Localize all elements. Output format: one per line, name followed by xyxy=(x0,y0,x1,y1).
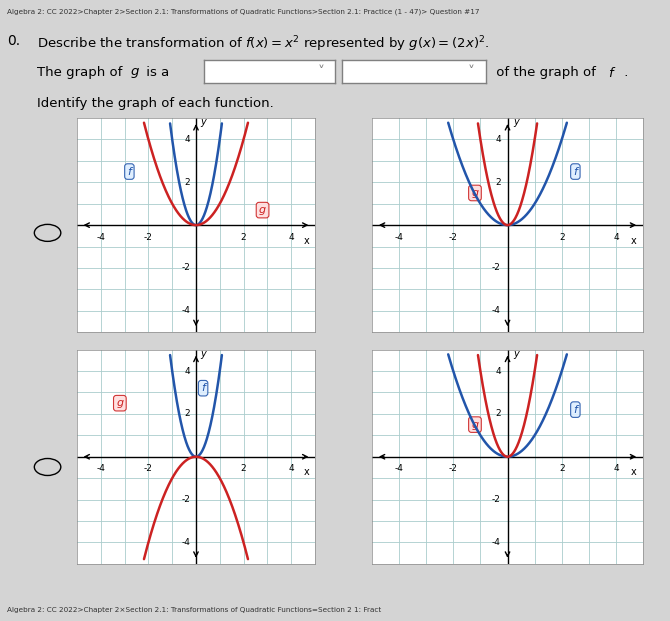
Text: 4: 4 xyxy=(613,233,619,242)
Text: g: g xyxy=(259,205,266,215)
Text: g: g xyxy=(117,398,123,408)
Text: 4: 4 xyxy=(613,465,619,473)
Text: -4: -4 xyxy=(492,538,500,547)
Text: -4: -4 xyxy=(96,233,105,242)
Text: ˅: ˅ xyxy=(318,65,324,79)
Text: -2: -2 xyxy=(492,495,500,504)
Text: y: y xyxy=(201,349,206,359)
Text: f: f xyxy=(574,166,578,176)
Text: 4: 4 xyxy=(495,135,500,144)
Text: -2: -2 xyxy=(181,495,190,504)
Text: -4: -4 xyxy=(181,306,190,315)
Text: ˅: ˅ xyxy=(467,65,474,79)
Text: 2: 2 xyxy=(241,465,247,473)
Text: -4: -4 xyxy=(395,465,403,473)
Text: of the graph of: of the graph of xyxy=(492,66,600,79)
Text: -2: -2 xyxy=(449,233,458,242)
Text: -2: -2 xyxy=(144,465,153,473)
Text: The graph of: The graph of xyxy=(37,66,127,79)
Text: Describe the transformation of $f(x)=x^2$ represented by $g(x)=(2x)^2$.: Describe the transformation of $f(x)=x^2… xyxy=(37,34,489,54)
Text: g: g xyxy=(472,188,478,198)
Text: $f$: $f$ xyxy=(608,66,616,81)
Text: g: g xyxy=(472,420,478,430)
Text: Algebra 2: CC 2022>Chapter 2>Section 2.1: Transformations of Quadratic Functions: Algebra 2: CC 2022>Chapter 2>Section 2.1… xyxy=(7,8,479,14)
Text: f: f xyxy=(127,166,131,176)
Text: -2: -2 xyxy=(181,263,190,273)
Text: 4: 4 xyxy=(184,366,190,376)
Text: -2: -2 xyxy=(144,233,153,242)
Text: 2: 2 xyxy=(184,409,190,419)
Text: 2: 2 xyxy=(559,465,565,473)
Text: x: x xyxy=(631,236,636,246)
Text: 4: 4 xyxy=(184,135,190,144)
Text: -4: -4 xyxy=(492,306,500,315)
Text: .: . xyxy=(620,66,629,79)
Text: y: y xyxy=(513,117,519,127)
Text: 4: 4 xyxy=(288,233,294,242)
Text: -4: -4 xyxy=(395,233,403,242)
Text: is a: is a xyxy=(142,66,170,79)
Text: 4: 4 xyxy=(495,366,500,376)
Text: x: x xyxy=(304,236,310,246)
Text: f: f xyxy=(201,383,205,393)
Text: 2: 2 xyxy=(241,233,247,242)
Text: 2: 2 xyxy=(184,178,190,187)
Text: 0.: 0. xyxy=(7,34,20,48)
Text: -4: -4 xyxy=(181,538,190,547)
Text: -2: -2 xyxy=(449,465,458,473)
Text: -2: -2 xyxy=(492,263,500,273)
Text: x: x xyxy=(304,468,310,478)
Text: -4: -4 xyxy=(96,465,105,473)
Text: x: x xyxy=(631,468,636,478)
Text: $g$: $g$ xyxy=(130,66,140,81)
Text: 2: 2 xyxy=(495,409,500,419)
Text: 2: 2 xyxy=(495,178,500,187)
Text: Algebra 2: CC 2022>Chapter 2×Section 2.1: Transformations of Quadratic Functions: Algebra 2: CC 2022>Chapter 2×Section 2.1… xyxy=(7,607,381,613)
Text: 2: 2 xyxy=(559,233,565,242)
Text: y: y xyxy=(201,117,206,127)
Text: y: y xyxy=(513,349,519,359)
Text: 4: 4 xyxy=(288,465,294,473)
Text: Identify the graph of each function.: Identify the graph of each function. xyxy=(37,97,273,111)
Text: f: f xyxy=(574,405,578,415)
